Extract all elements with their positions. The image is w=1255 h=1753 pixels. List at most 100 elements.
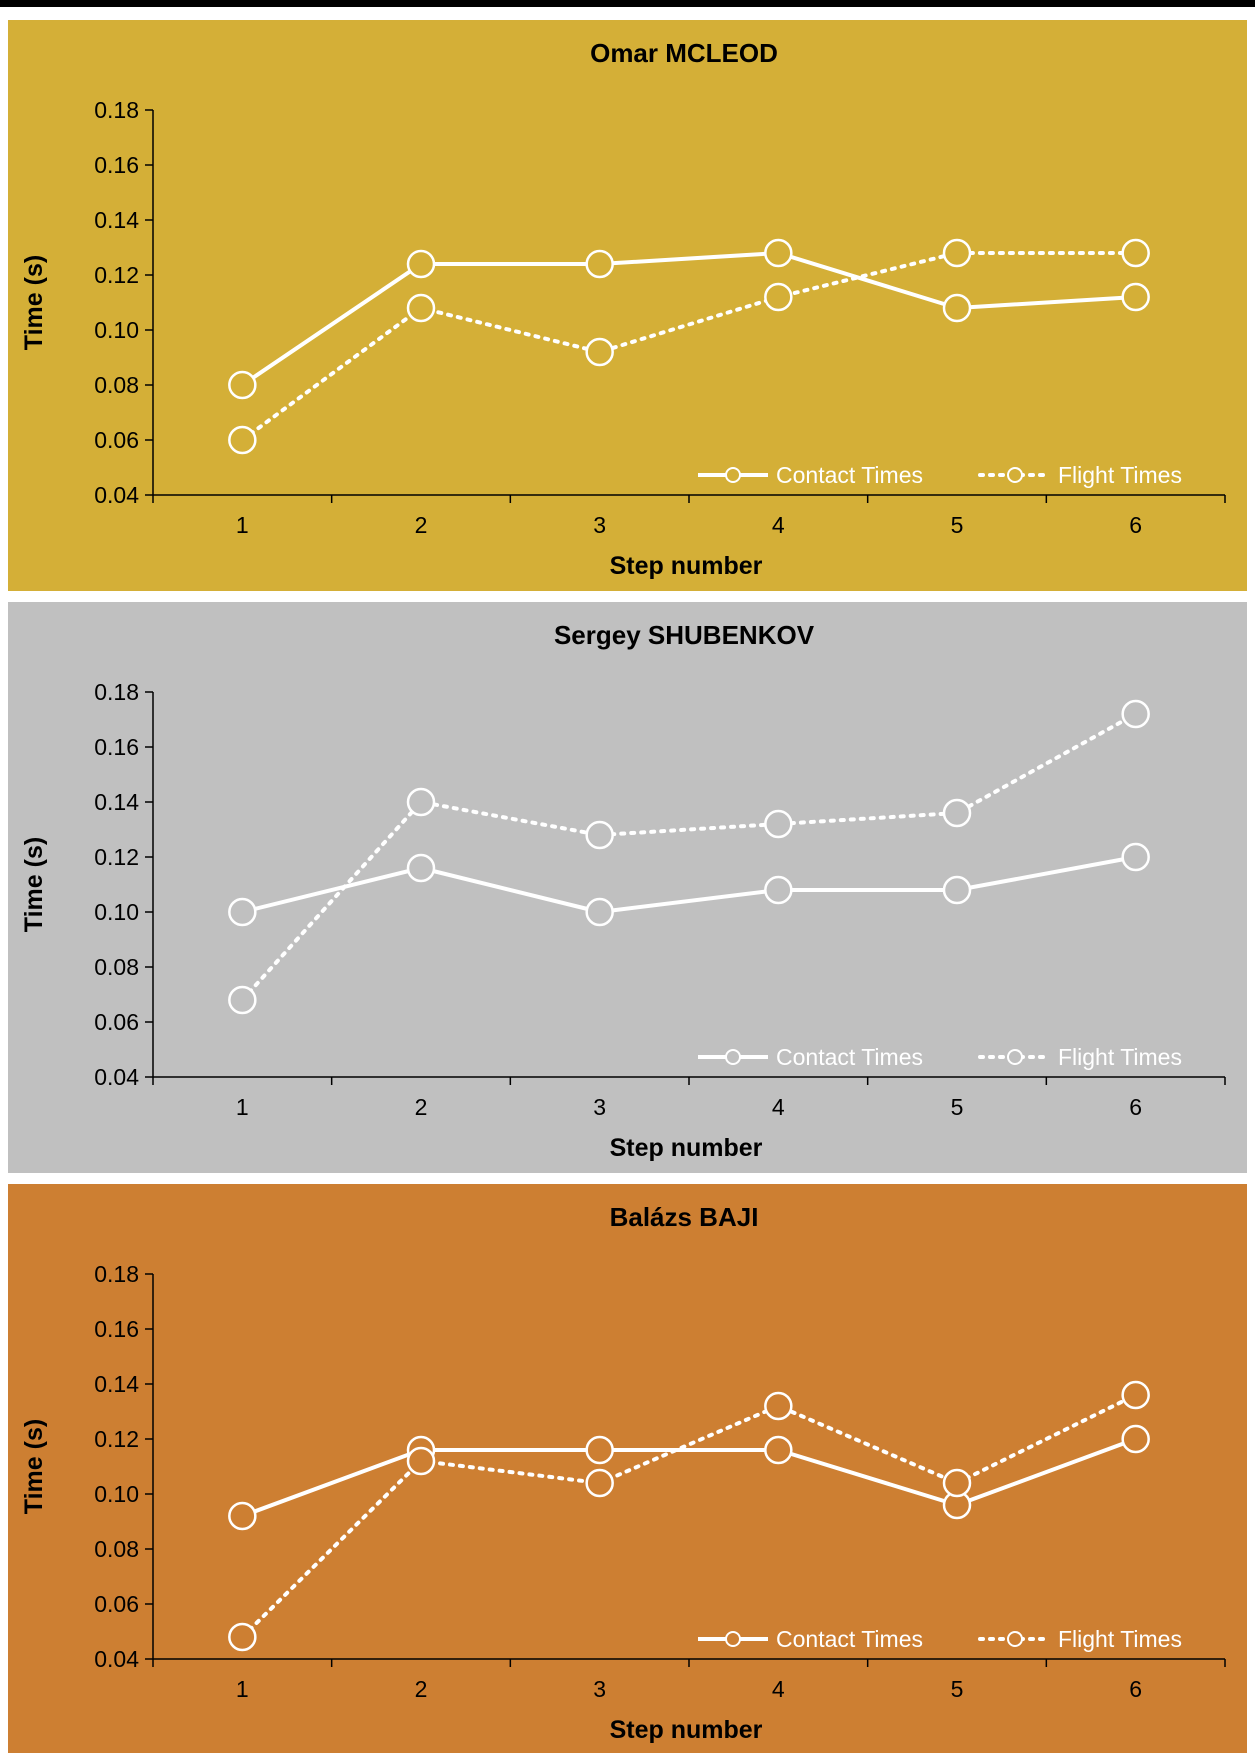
x-tick-label: 6 (1129, 512, 1142, 538)
data-point-flight-times (228, 985, 257, 1015)
legend-swatch-marker (1007, 1631, 1023, 1647)
x-tick-label: 1 (236, 1094, 249, 1120)
y-tick-label: 0.06 (94, 1591, 139, 1617)
y-tick-label: 0.10 (94, 317, 139, 343)
data-point-flight-times (406, 293, 436, 323)
y-tick-label: 0.12 (94, 844, 139, 870)
x-tick-label: 3 (593, 1676, 606, 1702)
series-line-flight-times (240, 1393, 1138, 1639)
series-line-contact-times (241, 251, 1136, 387)
y-tick-label: 0.10 (94, 1481, 139, 1507)
y-tick-label: 0.18 (94, 97, 139, 123)
chart-panel-2: Sergey SHUBENKOV 0.04 0.06 0.08 0.10 0.12 0.14… (8, 602, 1247, 1173)
data-point-flight-times (942, 1468, 972, 1498)
y-tick-label: 0.14 (94, 789, 139, 815)
y-tick-label: 0.08 (94, 954, 139, 980)
y-axis-label: Time (s) (20, 1419, 48, 1514)
x-tick-label: 5 (951, 1094, 964, 1120)
data-point-contact-times (406, 249, 436, 279)
data-point-contact-times (1121, 842, 1150, 872)
chart-background (8, 20, 1247, 591)
y-tick-label: 0.04 (94, 1064, 139, 1090)
chart-background (8, 602, 1247, 1173)
top-rule (0, 0, 1255, 7)
y-tick-label: 0.16 (94, 152, 139, 178)
legend-swatch-marker (725, 1049, 741, 1065)
chart-1: Omar MCLEOD 0.04 0.06 0.08 0.10 0.12 0.14 0.16 0… (8, 20, 1247, 591)
data-point-contact-times (585, 249, 614, 279)
y-tick-label: 0.04 (94, 1646, 139, 1672)
y-tick-label: 0.12 (94, 1426, 139, 1452)
data-point-flight-times (942, 798, 972, 828)
data-point-flight-times (764, 282, 793, 312)
x-tick-label: 1 (236, 512, 249, 538)
x-axis-label: Step number (610, 1716, 763, 1744)
y-tick-label: 0.14 (94, 207, 139, 233)
y-tick-label: 0.16 (94, 734, 139, 760)
y-tick-label: 0.06 (94, 427, 139, 453)
x-tick-label: 3 (593, 1094, 606, 1120)
series-line-flight-times (240, 712, 1138, 1002)
x-tick-label: 4 (772, 1676, 785, 1702)
x-axis-label: Step number (610, 552, 763, 580)
x-tick-label: 4 (772, 512, 785, 538)
x-axis-label: Step number (610, 1134, 763, 1162)
x-tick-label: 6 (1129, 1094, 1142, 1120)
data-point-flight-times (406, 787, 436, 817)
legend-label: Flight Times (1058, 1044, 1182, 1070)
data-point-contact-times (1121, 282, 1150, 312)
legend-label: Contact Times (776, 462, 923, 488)
x-tick-label: 2 (415, 512, 428, 538)
series-line-contact-times (241, 1437, 1137, 1518)
data-point-flight-times (1121, 238, 1150, 268)
data-point-flight-times (764, 809, 793, 839)
data-point-contact-times (1121, 1424, 1150, 1454)
x-tick-label: 5 (951, 512, 964, 538)
y-tick-label: 0.16 (94, 1316, 139, 1342)
y-tick-label: 0.04 (94, 482, 139, 508)
chart-3: Balázs BAJI 0.04 0.06 0.08 0.10 0.12 0.14 0.16 0… (8, 1184, 1247, 1753)
y-tick-label: 0.08 (94, 1536, 139, 1562)
data-point-flight-times (228, 1622, 257, 1652)
x-tick-label: 5 (951, 1676, 964, 1702)
legend-label: Contact Times (776, 1044, 923, 1070)
data-point-contact-times (764, 238, 793, 268)
x-tick-label: 3 (593, 512, 606, 538)
chart-title: Omar MCLEOD (590, 38, 778, 68)
y-tick-label: 0.06 (94, 1009, 139, 1035)
data-point-contact-times (228, 370, 257, 400)
data-point-contact-times (942, 875, 972, 905)
data-point-flight-times (764, 1391, 793, 1421)
data-point-contact-times (406, 853, 436, 883)
data-point-flight-times (585, 337, 614, 367)
legend-swatch-marker (1007, 1049, 1023, 1065)
y-tick-label: 0.12 (94, 262, 139, 288)
data-point-flight-times (228, 425, 257, 455)
data-point-flight-times (585, 820, 614, 850)
legend-label: Contact Times (776, 1626, 923, 1652)
x-tick-label: 1 (236, 1676, 249, 1702)
legend-label: Flight Times (1058, 1626, 1182, 1652)
y-tick-label: 0.18 (94, 679, 139, 705)
series-line-flight-times (240, 251, 1138, 442)
chart-2: Sergey SHUBENKOV 0.04 0.06 0.08 0.10 0.12 0.14… (8, 602, 1247, 1173)
y-tick-label: 0.10 (94, 899, 139, 925)
chart-background (8, 1184, 1247, 1753)
data-point-contact-times (228, 1501, 257, 1531)
chart-title: Sergey SHUBENKOV (554, 620, 815, 650)
legend-swatch-marker (725, 467, 741, 483)
data-point-contact-times (942, 293, 972, 323)
chart-title: Balázs BAJI (610, 1202, 759, 1232)
data-point-contact-times (228, 897, 257, 927)
x-tick-label: 2 (415, 1094, 428, 1120)
legend-swatch-marker (725, 1631, 741, 1647)
chart-panel-1: Omar MCLEOD 0.04 0.06 0.08 0.10 0.12 0.14 0.16 0… (8, 20, 1247, 591)
data-point-flight-times (942, 238, 972, 268)
data-point-flight-times (1121, 699, 1150, 729)
y-axis-label: Time (s) (20, 837, 48, 932)
legend-label: Flight Times (1058, 462, 1182, 488)
y-tick-label: 0.14 (94, 1371, 139, 1397)
data-point-contact-times (764, 1435, 793, 1465)
x-tick-label: 4 (772, 1094, 785, 1120)
series-line-contact-times (241, 855, 1137, 914)
